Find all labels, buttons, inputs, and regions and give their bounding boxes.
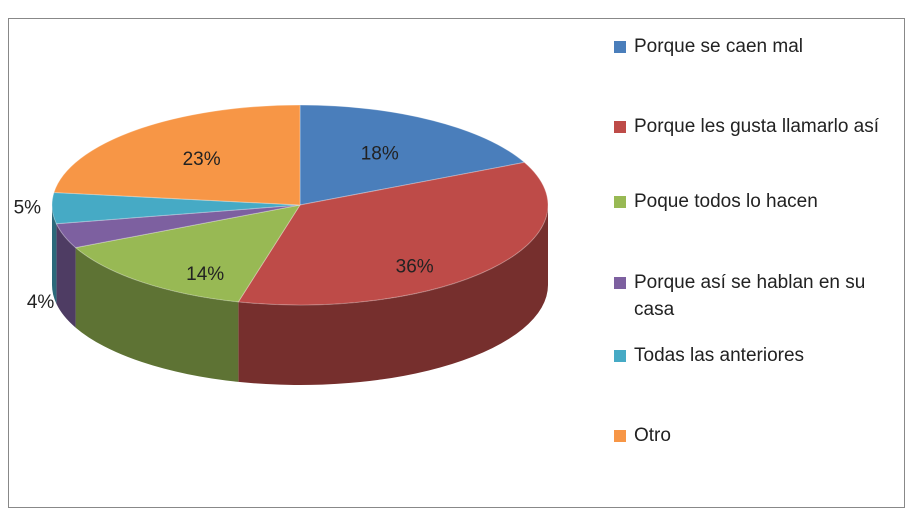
slice — [53, 104, 301, 206]
data-label: 36% — [396, 256, 434, 277]
legend-label: Porque se caen mal — [634, 36, 803, 57]
slice-side — [238, 205, 549, 385]
slice — [299, 104, 526, 206]
legend-label: Porque les gusta llamarlo así — [634, 116, 880, 137]
legend-item: Porque se caen mal — [614, 33, 906, 60]
legend-swatch — [614, 430, 626, 442]
legend-swatch — [614, 350, 626, 362]
legend-swatch — [614, 41, 626, 53]
legend-item: Porque así se hablan en su casa — [614, 269, 906, 323]
slice — [51, 191, 301, 225]
slice — [74, 204, 302, 303]
legend-swatch — [614, 121, 626, 133]
slice — [237, 161, 549, 306]
slice — [55, 204, 301, 249]
legend-item: Poque todos lo hacen — [614, 188, 906, 215]
data-label: 23% — [183, 149, 221, 170]
legend-label: Otro — [634, 425, 671, 446]
legend-label: Porque así se hablan en su casa — [634, 272, 866, 320]
slice-side — [75, 247, 239, 382]
data-label: 14% — [186, 264, 224, 285]
legend-label: Todas las anteriores — [634, 345, 805, 366]
legend-label: Poque todos lo hacen — [634, 191, 818, 212]
data-label: 18% — [361, 143, 399, 164]
data-label: 5% — [14, 197, 42, 218]
legend-item: Porque les gusta llamarlo así — [614, 113, 906, 140]
slice-side — [56, 223, 76, 328]
slice-side — [52, 205, 57, 304]
legend-item: Otro — [614, 422, 906, 449]
legend-swatch — [614, 277, 626, 289]
legend-item: Todas las anteriores — [614, 342, 906, 369]
legend-swatch — [614, 196, 626, 208]
data-label: 4% — [27, 292, 55, 313]
